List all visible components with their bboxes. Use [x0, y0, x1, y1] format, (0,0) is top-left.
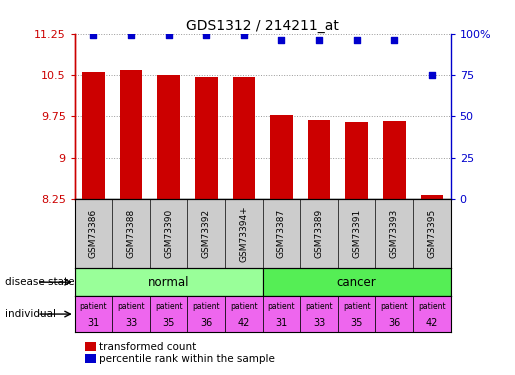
Bar: [75, 296, 112, 332]
Bar: [263, 268, 451, 296]
Bar: [300, 296, 338, 332]
Bar: [421, 195, 443, 199]
Point: [127, 32, 135, 38]
Point: [202, 32, 210, 38]
Text: GSM73395: GSM73395: [427, 209, 436, 258]
Text: GSM73388: GSM73388: [127, 209, 135, 258]
Point: [239, 32, 248, 38]
Bar: [338, 296, 375, 332]
Text: GSM73389: GSM73389: [315, 209, 323, 258]
Text: 35: 35: [350, 318, 363, 328]
Bar: [187, 296, 225, 332]
Text: individual: individual: [5, 309, 56, 319]
Text: transformed count: transformed count: [99, 342, 197, 352]
Text: patient: patient: [230, 302, 258, 311]
Bar: [383, 121, 405, 199]
Bar: [120, 69, 142, 199]
Bar: [158, 75, 180, 199]
Text: GSM73391: GSM73391: [352, 209, 361, 258]
Text: 33: 33: [125, 318, 137, 328]
Point: [390, 38, 398, 44]
Bar: [195, 76, 217, 199]
Text: GSM73392: GSM73392: [202, 209, 211, 258]
Text: patient: patient: [155, 302, 182, 311]
Title: GDS1312 / 214211_at: GDS1312 / 214211_at: [186, 19, 339, 33]
Text: 42: 42: [237, 318, 250, 328]
Text: patient: patient: [343, 302, 370, 311]
Text: patient: patient: [418, 302, 445, 311]
Bar: [263, 296, 300, 332]
Text: GSM73390: GSM73390: [164, 209, 173, 258]
Text: 31: 31: [88, 318, 99, 328]
Point: [277, 38, 285, 44]
Text: cancer: cancer: [337, 276, 376, 289]
Text: patient: patient: [305, 302, 333, 311]
Point: [164, 32, 173, 38]
Point: [315, 38, 323, 44]
Text: 42: 42: [425, 318, 438, 328]
Text: patient: patient: [117, 302, 145, 311]
Bar: [75, 268, 263, 296]
Bar: [308, 120, 330, 199]
Point: [90, 32, 98, 38]
Text: GSM73394+: GSM73394+: [239, 205, 248, 262]
Text: patient: patient: [268, 302, 295, 311]
Text: 36: 36: [200, 318, 212, 328]
Bar: [375, 296, 413, 332]
Bar: [225, 296, 263, 332]
Text: percentile rank within the sample: percentile rank within the sample: [99, 354, 276, 364]
Text: 36: 36: [388, 318, 400, 328]
Text: normal: normal: [148, 276, 190, 289]
Point: [427, 72, 436, 78]
Text: patient: patient: [381, 302, 408, 311]
Text: 31: 31: [276, 318, 287, 328]
Bar: [233, 76, 255, 199]
Text: patient: patient: [80, 302, 107, 311]
Text: 33: 33: [313, 318, 325, 328]
Bar: [413, 296, 451, 332]
Point: [352, 38, 360, 44]
Text: disease state: disease state: [5, 277, 75, 287]
Bar: [270, 115, 293, 199]
Bar: [82, 72, 105, 199]
Bar: [150, 296, 187, 332]
Bar: [346, 122, 368, 199]
Text: 35: 35: [162, 318, 175, 328]
Text: patient: patient: [193, 302, 220, 311]
Text: GSM73393: GSM73393: [390, 209, 399, 258]
Text: GSM73387: GSM73387: [277, 209, 286, 258]
Bar: [112, 296, 150, 332]
Text: GSM73386: GSM73386: [89, 209, 98, 258]
